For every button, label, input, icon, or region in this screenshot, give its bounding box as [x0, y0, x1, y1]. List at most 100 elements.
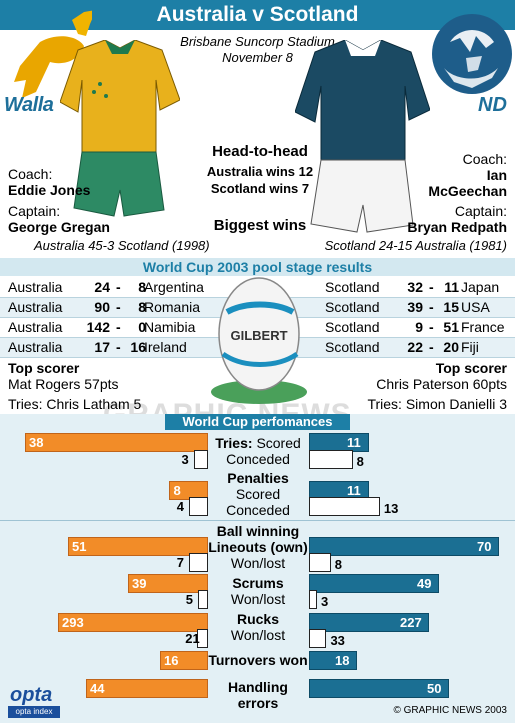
- scotland-value: 33: [330, 633, 345, 648]
- aus-tries: Tries: Chris Latham 5: [8, 396, 142, 412]
- wallabies-logo-icon: [14, 10, 92, 98]
- result-opponent: Namibia: [144, 319, 196, 335]
- lineouts-label: Lineouts (own): [208, 539, 308, 555]
- result-score-away: 16: [130, 339, 146, 355]
- result-team: Australia: [8, 279, 63, 295]
- section-divider: [0, 520, 515, 521]
- australia-bar: [197, 629, 208, 648]
- h2h-australia: Australia wins 12: [206, 164, 314, 179]
- pool-header: [0, 258, 515, 276]
- result-score-home: 90: [94, 299, 110, 315]
- venue: Brisbane Suncorp Stadium: [180, 34, 335, 49]
- australia-jersey-icon: [60, 40, 180, 217]
- sco-top-scorer: Chris Paterson 60pts: [376, 376, 507, 392]
- scotland-value: 18: [335, 653, 350, 668]
- scotland-value: 11: [347, 435, 361, 450]
- scrums-label: Scrums: [232, 575, 284, 591]
- result-team: Scotland: [325, 319, 380, 335]
- scotland-value: 13: [383, 501, 399, 516]
- australia-value: 5: [185, 592, 193, 607]
- performance-panel: [0, 414, 515, 723]
- australia-bar: [58, 613, 208, 632]
- performance-title: World Cup perfomances: [182, 414, 333, 429]
- result-row: Australia 90- 8 Romania: [8, 297, 208, 317]
- aus-captain-name: George Gregan: [8, 219, 110, 235]
- aus-top-scorer-label: Top scorer: [8, 360, 80, 376]
- scotland-value: 227: [400, 615, 422, 630]
- rugby-ball-icon: GILBERT: [211, 277, 307, 404]
- australia-bar: [188, 553, 208, 572]
- result-score-home: 32: [407, 279, 423, 295]
- scotland-bar: [309, 651, 357, 670]
- result-row: Australia 24- 8 Argentina: [8, 277, 208, 297]
- penalties-label: Penalties: [227, 470, 289, 486]
- tries-conceded-label: Conceded: [226, 451, 290, 467]
- wallabies-wordmark: Walla: [4, 94, 54, 116]
- ball-winning-label: Ball winning: [216, 523, 300, 539]
- scotland-value: 49: [417, 576, 432, 591]
- result-opponent: France: [461, 319, 505, 335]
- australia-value: 38: [29, 435, 44, 450]
- scotland-value: 3: [320, 594, 329, 609]
- aus-coach-label: Coach:: [8, 166, 53, 182]
- biggest-win-australia: Australia 45-3 Scotland (1998): [34, 238, 210, 253]
- australia-bar: [68, 537, 208, 556]
- rucks-wonlost-label: Won/lost: [230, 627, 286, 643]
- australia-value: 21: [185, 631, 200, 646]
- result-dash: -: [429, 339, 434, 355]
- result-dash: -: [429, 279, 434, 295]
- result-team: Australia: [8, 319, 63, 335]
- sco-captain-label: Captain:: [454, 203, 507, 219]
- result-dash: -: [116, 299, 121, 315]
- opta-index-label: opta index: [8, 706, 60, 718]
- result-opponent: Japan: [461, 279, 500, 295]
- turnovers-label: Turnovers won: [208, 652, 308, 668]
- result-team: Scotland: [325, 279, 380, 295]
- result-dash: -: [116, 279, 121, 295]
- result-dash: -: [429, 319, 434, 335]
- result-score-home: 24: [94, 279, 110, 295]
- rucks-label: Rucks: [236, 611, 280, 627]
- result-dash: -: [116, 319, 121, 335]
- result-score-home: 39: [407, 299, 423, 315]
- errors-label: errors: [237, 695, 279, 711]
- result-score-home: 9: [415, 319, 423, 335]
- scotland-wordmark: ND: [478, 94, 507, 116]
- australia-bar: [188, 497, 208, 516]
- pool-title: World Cup 2003 pool stage results: [142, 259, 373, 275]
- scotland-bar: [309, 574, 439, 593]
- scotland-bar: [309, 537, 499, 556]
- sco-top-scorer-label: Top scorer: [435, 360, 507, 376]
- scrums-wonlost-label: Won/lost: [230, 591, 286, 607]
- result-score-home: 22: [407, 339, 423, 355]
- biggest-wins-title: Biggest wins: [213, 217, 307, 234]
- result-opponent: Argentina: [144, 279, 204, 295]
- h2h-scotland: Scotland wins 7: [210, 181, 310, 196]
- result-score-away: 8: [138, 279, 146, 295]
- result-score-away: 11: [444, 279, 459, 295]
- australia-value: 16: [164, 653, 179, 668]
- australia-bar: [193, 450, 208, 469]
- penalties-conceded-label: Conceded: [226, 502, 290, 518]
- scotland-value: 8: [356, 454, 364, 469]
- result-team: Scotland: [325, 339, 380, 355]
- australia-bar: [25, 433, 208, 452]
- result-row: Australia 142- 0 Namibia: [8, 317, 208, 337]
- scotland-value: 11: [347, 483, 361, 498]
- scotland-bar: [309, 497, 380, 516]
- result-score-home: 142: [86, 319, 110, 335]
- scotland-bar: [309, 450, 353, 469]
- sco-coach-first: Ian: [486, 167, 507, 183]
- result-team: Australia: [8, 339, 63, 355]
- sco-coach-label: Coach:: [462, 151, 507, 167]
- performance-header: [165, 414, 350, 430]
- result-dash: -: [116, 339, 121, 355]
- h2h-title: Head-to-head: [212, 143, 308, 160]
- scotland-bar: [309, 629, 327, 648]
- australia-value: 4: [176, 499, 184, 514]
- aus-coach-name: Eddie Jones: [8, 182, 91, 198]
- result-row: Australia 17-16 Ireland: [8, 337, 208, 357]
- result-score-away: 51: [443, 319, 459, 335]
- sco-coach-last: McGeechan: [428, 183, 507, 199]
- australia-value: 293: [62, 615, 84, 630]
